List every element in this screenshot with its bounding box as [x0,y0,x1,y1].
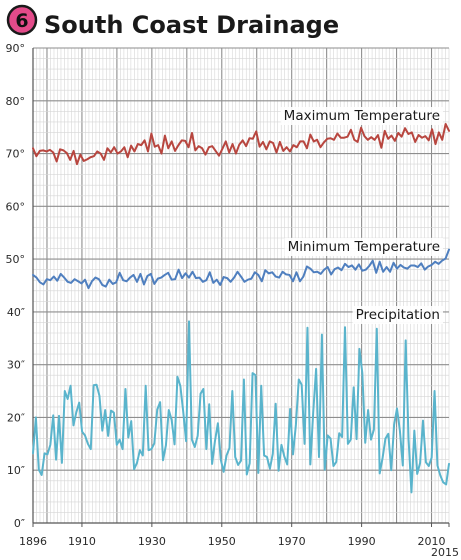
x-tick-label: 2010 [418,535,446,548]
series-labels: Maximum Temperature Minimum Temperature Pr… [280,107,443,324]
x-tick-label: 1896 [19,535,47,548]
x-tick-label: 1970 [278,535,306,548]
badge-circle [6,4,38,36]
series-label-bg [280,107,443,125]
y-axis: 0″ 10″ 20″ 30″ 40″ 50° 60° 70° 80° 90° [6,42,26,530]
series-label-precipitation: Precipitation [356,307,440,323]
series-label-minimum-temperature: Minimum Temperature [288,239,440,255]
x-tick-label: 2015 [431,546,459,559]
y-tick-label: 40″ [7,306,25,319]
series-layer [32,123,450,494]
y-tick-label: 50° [6,253,26,266]
y-tick-label: 20″ [7,411,25,424]
series-label-bg [352,306,443,324]
series-label-maximum-temperature: Maximum Temperature [284,108,440,124]
x-tick-label: 1990 [348,535,376,548]
x-tick-label: 1910 [68,535,96,548]
y-tick-label: 30″ [7,359,25,372]
series-label-bg [284,238,443,256]
x-tick-label: 1950 [208,535,236,548]
x-tick-label: 1930 [138,535,166,548]
y-tick-label: 0″ [14,517,25,530]
y-tick-label: 70° [6,148,26,161]
series-line-maximum-temperature [32,123,450,166]
chart-header: 6 South Coast Drainage [6,4,339,39]
chart-title: South Coast Drainage [44,11,339,39]
badge-number: 6 [15,10,28,32]
series-line-minimum-temperature [32,248,450,290]
series-line-precipitation [32,320,450,494]
y-tick-label: 90° [6,42,26,55]
y-tick-label: 10″ [7,464,25,477]
y-tick-label: 60° [6,200,26,213]
y-tick-label: 80° [6,95,26,108]
